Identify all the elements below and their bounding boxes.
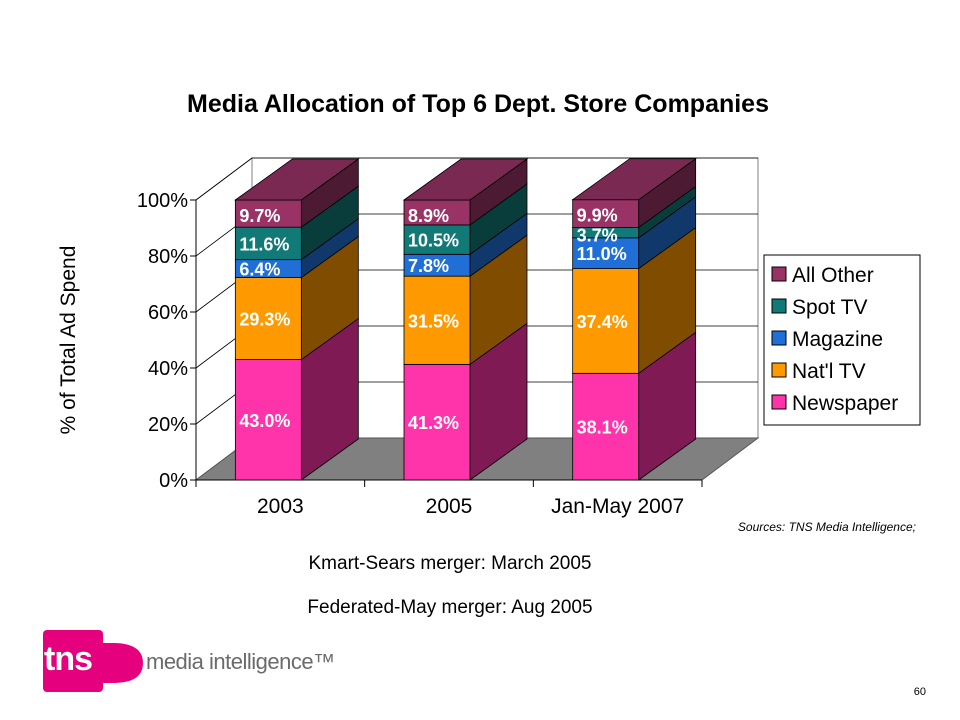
data-labels: 43.0% 29.3% 6.4% 11.6% 9.7% 41.3% 31.5% 7.8% 10.… [239,206,627,438]
data-label: 43.0% [239,411,290,431]
source-note: Sources: TNS Media Intelligence; [737,520,916,534]
tns-logo-mark [43,630,103,692]
data-label: 3.7% [577,225,618,245]
y-tick-label: 100% [137,190,188,212]
data-label: 10.5% [408,231,459,251]
bar-segment-nat-l-tv [572,226,697,375]
legend-label: Spot TV [792,296,868,319]
legend-label: Nat'l TV [792,360,866,383]
data-label: 6.4% [239,260,280,280]
legend-swatch [771,330,787,346]
y-tick-label: 40% [148,358,188,380]
legend-swatch [771,394,787,410]
bars [234,157,697,481]
data-label: 9.9% [577,206,618,226]
y-tick-label: 0% [159,470,188,492]
bar-segment-all-other [234,158,360,228]
legend-swatch [771,362,787,378]
bar-segment-newspaper [403,322,528,481]
x-tick-label: 2003 [257,495,304,518]
bar-segment-spot-tv [403,183,528,256]
merger-note-federated-may: Federated-May merger: Aug 2005 [307,597,593,618]
bar-segment-magazine [403,212,528,277]
x-tick-label: 2005 [426,495,473,518]
legend-label: Newspaper [792,392,898,415]
chart-title: Media Allocation of Top 6 Dept. Store Co… [187,90,769,118]
data-label: 41.3% [408,413,459,433]
tns-logo: tns media intelligence™ [40,627,335,699]
data-label: 29.3% [239,310,290,330]
data-label: 8.9% [408,206,449,226]
bar-segment-newspaper [234,317,359,481]
gridline [195,157,758,201]
data-label: 7.8% [408,256,449,276]
tns-logo-text: tns [44,640,93,678]
y-tick-label: 80% [148,246,188,268]
bar-segment-all-other [571,157,697,229]
merger-note-kmart-sears: Kmart-Sears merger: March 2005 [308,553,592,574]
data-label: 11.0% [577,244,627,264]
legend-swatch [771,298,787,314]
tns-logo-tail-icon [103,643,143,683]
y-tick-label: 60% [148,302,188,324]
x-tick-label: Jan-May 2007 [551,495,684,518]
legend-label: Magazine [792,328,883,351]
legend: All Other Spot TV Magazine Nat'l TV Newspape… [763,254,921,426]
page-number: 60 [913,686,926,698]
legend-label: All Other [792,264,874,287]
legend-swatch [771,266,787,282]
legend-box [763,254,921,426]
bar-segment-newspaper [572,331,697,481]
data-label: 31.5% [408,311,459,331]
bar-segment-magazine [572,196,697,270]
stacked-bar-chart: Media Allocation of Top 6 Dept. Store Co… [57,90,921,518]
data-label: 37.4% [577,312,628,332]
bar-segment-all-other [402,158,529,226]
data-label: 38.1% [577,418,628,438]
y-tick-label: 20% [148,414,188,436]
y-axis-label: % of Total Ad Spend [57,246,80,435]
data-label: 9.7% [239,206,280,226]
bar-segment-spot-tv [234,185,359,261]
data-label: 11.6% [239,234,289,254]
bar-segment-nat-l-tv [403,234,528,366]
tns-logo-tagline: media intelligence™ [146,649,335,674]
